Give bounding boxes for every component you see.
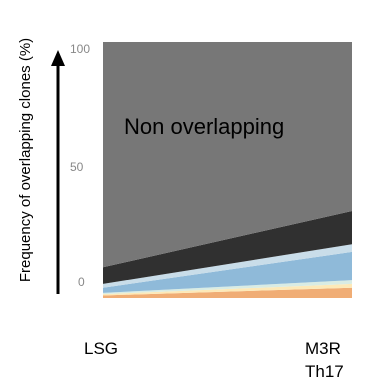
area-series-1 xyxy=(103,283,352,296)
area-series-group xyxy=(103,42,352,298)
non-overlapping-annotation: Non overlapping xyxy=(124,114,284,139)
area-series-6 xyxy=(103,42,352,268)
y-tick-label-0: 0 xyxy=(78,275,85,289)
y-axis-arrow-head xyxy=(51,50,65,66)
area-series-3 xyxy=(103,251,352,293)
y-axis-arrow xyxy=(51,50,65,294)
y-tick-label-100: 100 xyxy=(70,42,90,56)
x-category-label-lsg: LSG xyxy=(84,339,118,358)
area-series-4 xyxy=(103,244,352,288)
area-series-0 xyxy=(103,287,352,298)
y-axis-label: Frequency of overlapping clones (%) xyxy=(17,38,34,282)
area-series-2 xyxy=(103,280,352,295)
area-series-5 xyxy=(103,210,352,284)
x-category-label-m3r: M3R xyxy=(305,339,341,358)
x-category-label-th17: Th17 xyxy=(305,362,344,381)
y-tick-label-50: 50 xyxy=(70,160,84,174)
